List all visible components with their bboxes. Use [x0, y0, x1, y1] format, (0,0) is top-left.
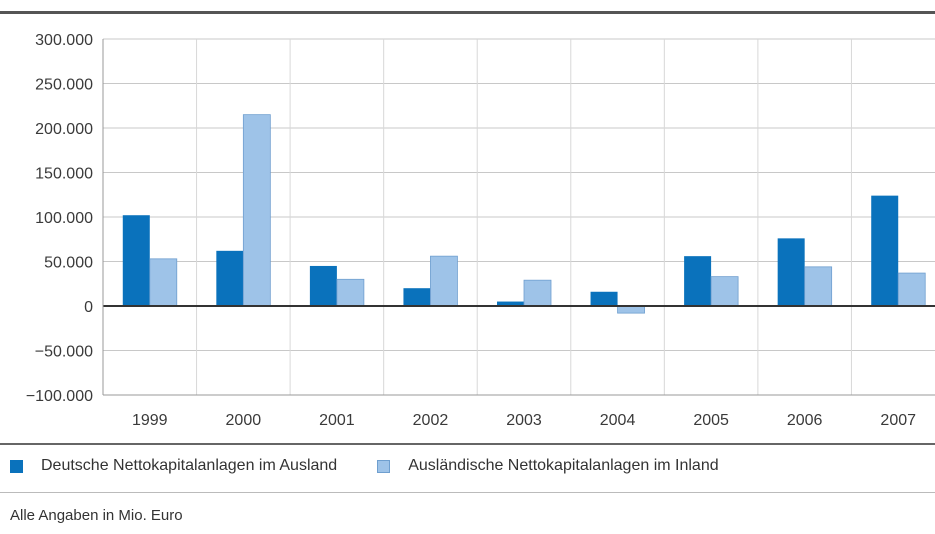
bar-series-2 — [242, 114, 271, 307]
bar-series-2 — [430, 255, 458, 307]
x-tick-label: 2006 — [787, 412, 823, 429]
legend-item-series-2: Ausländische Nettokapitalanlagen im Inla… — [377, 457, 719, 475]
bar-series-1 — [497, 301, 524, 306]
x-tick-label: 2002 — [413, 412, 449, 429]
legend-label-series-2: Ausländische Nettokapitalanlagen im Inla… — [408, 457, 719, 474]
legend-bottom-rule — [0, 492, 935, 493]
legend-swatch-series-1 — [10, 459, 23, 473]
bar-series-1 — [590, 291, 618, 306]
bar-series-1 — [309, 265, 337, 306]
axes — [102, 39, 935, 396]
bar-series-2 — [149, 258, 178, 307]
bar-series-2 — [897, 272, 926, 307]
x-tick-label: 2005 — [693, 412, 729, 429]
bar-series-1 — [403, 288, 431, 306]
bar-series-2 — [336, 278, 365, 307]
legend-top-rule — [0, 443, 935, 445]
y-tick-label: −50.000 — [35, 344, 93, 361]
bar-series-2 — [617, 305, 645, 314]
y-tick-label: 100.000 — [35, 210, 93, 227]
y-tick-label: 250.000 — [35, 77, 93, 94]
bar-series-1 — [122, 215, 150, 306]
legend-item-series-1: Deutsche Nettokapitalanlagen im Ausland — [10, 457, 337, 475]
x-tick-label: 2004 — [600, 412, 636, 429]
y-tick-label: 50.000 — [44, 255, 93, 272]
x-tick-label: 2001 — [319, 412, 355, 429]
x-tick-label: 2007 — [880, 412, 916, 429]
legend-label-series-1: Deutsche Nettokapitalanlagen im Ausland — [41, 457, 338, 474]
y-tick-label: 150.000 — [35, 166, 93, 183]
top-rule — [0, 11, 935, 14]
bar-series-1 — [777, 238, 805, 306]
legend: Deutsche Nettokapitalanlagen im Ausland … — [10, 457, 759, 475]
labels: 300.000 250.000 200.000 150.000 100.000 50.00… — [26, 32, 916, 429]
bars — [122, 114, 926, 314]
bar-series-1 — [871, 195, 899, 306]
bar-series-1 — [684, 256, 712, 306]
y-tick-label: −100.000 — [26, 388, 93, 405]
bar-series-2 — [804, 266, 833, 307]
footnote: Alle Angaben in Mio. Euro — [10, 507, 183, 524]
bar-series-1 — [216, 250, 244, 306]
y-tick-label: 200.000 — [35, 121, 93, 138]
bar-series-2 — [523, 279, 552, 307]
bar-series-2 — [710, 276, 739, 307]
x-tick-label: 2000 — [226, 412, 262, 429]
y-tick-label: 300.000 — [35, 32, 93, 49]
legend-swatch-series-2 — [377, 459, 391, 473]
x-tick-label: 2003 — [506, 412, 542, 429]
grid — [103, 38, 935, 396]
y-tick-label: 0 — [84, 299, 93, 316]
x-tick-label: 1999 — [132, 412, 168, 429]
